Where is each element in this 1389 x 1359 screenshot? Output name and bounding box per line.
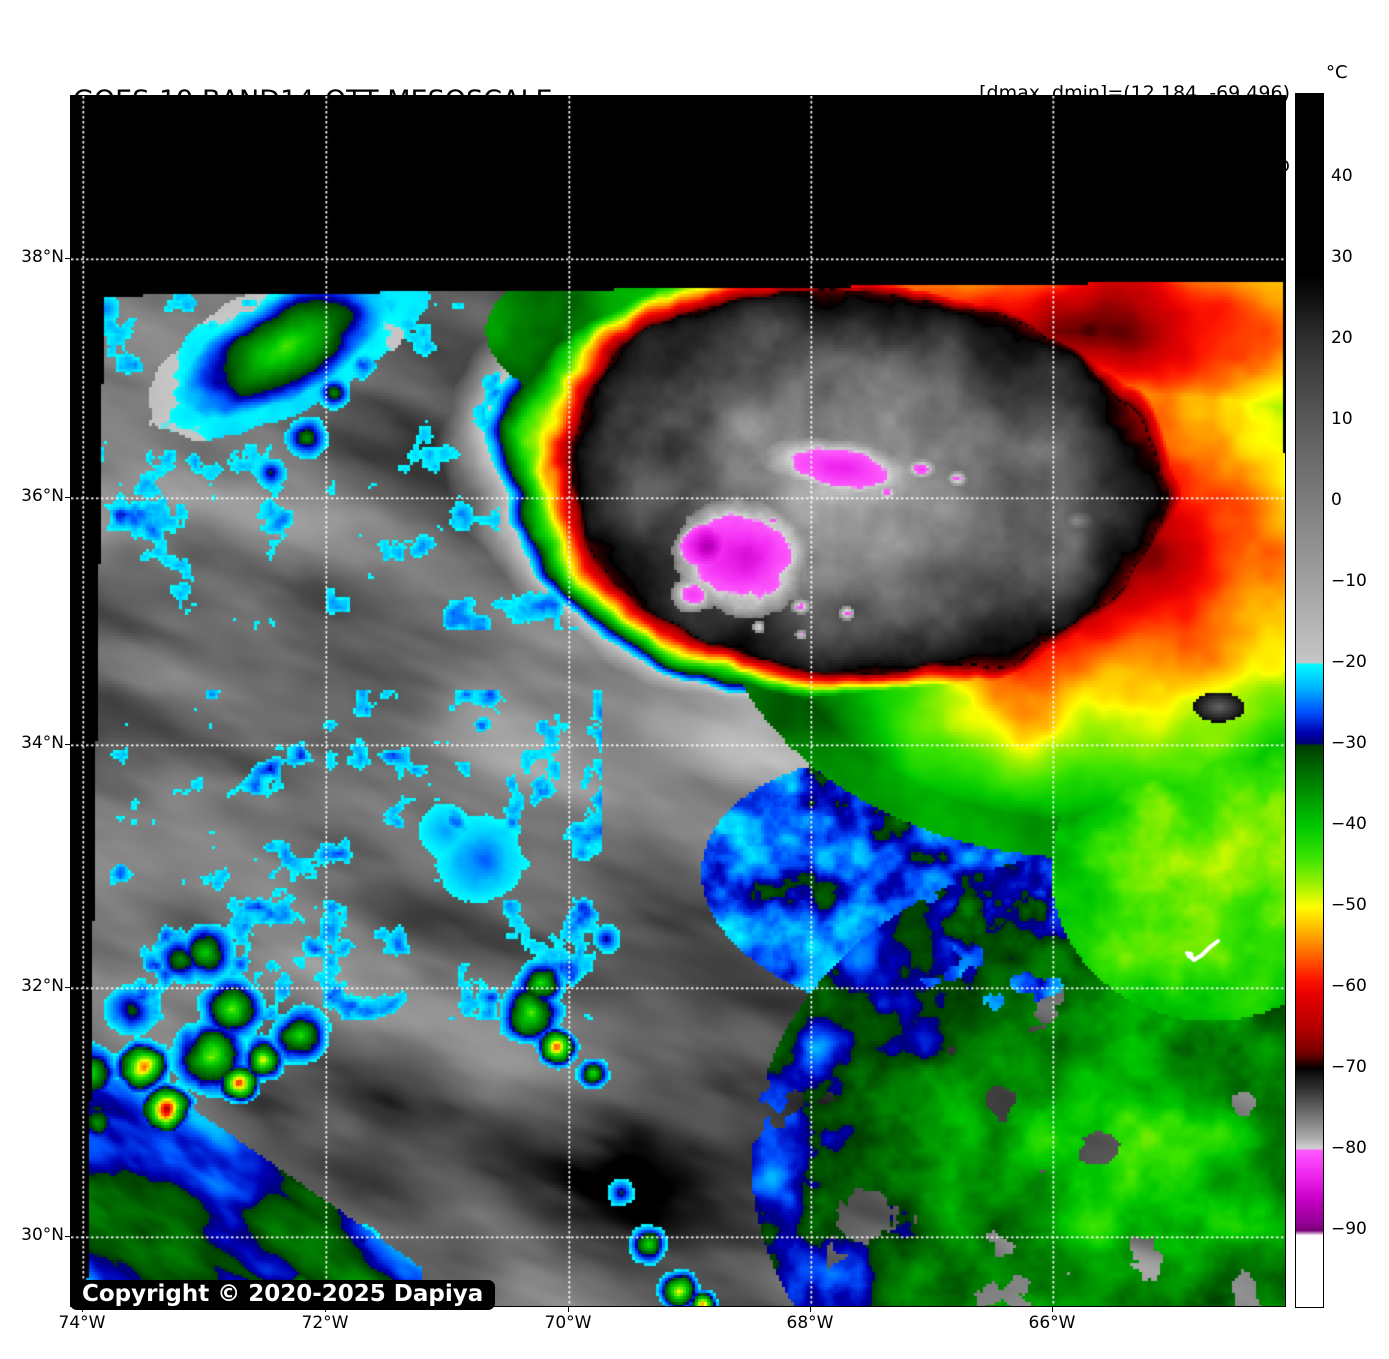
colorbar-tick-label: 20 [1331,328,1353,348]
colorbar-unit-label: °C [1326,62,1348,83]
lon-tick-mark [568,1307,569,1312]
colorbar-tick-label: 40 [1331,166,1353,186]
colorbar-tick-label: −30 [1331,733,1367,753]
colorbar-frame [1295,93,1324,1308]
lon-tick-label: 70°W [544,1313,592,1333]
lat-tick-mark [65,1236,70,1237]
lat-tick-label: 32°N [21,976,64,996]
lat-tick-label: 34°N [21,733,64,753]
colorbar-tick-label: −80 [1331,1138,1367,1158]
lon-tick-label: 72°W [301,1313,349,1333]
lat-tick-mark [65,258,70,259]
lon-tick-mark [1052,1307,1053,1312]
lat-tick-mark [65,744,70,745]
colorbar-tick-label: 0 [1331,490,1342,510]
lat-tick-mark [65,987,70,988]
lon-tick-label: 66°W [1028,1313,1076,1333]
colorbar-tick-label: −40 [1331,814,1367,834]
colorbar-tick-label: −90 [1331,1219,1367,1239]
colorbar-tick-label: −70 [1331,1057,1367,1077]
lat-tick-label: 30°N [21,1225,64,1245]
lat-tick-mark [65,497,70,498]
colorbar-tick-label: −50 [1331,895,1367,915]
colorbar-tick-label: −60 [1331,976,1367,996]
colorbar-canvas [1296,94,1323,1307]
satellite-map-canvas [71,96,1285,1306]
lon-tick-mark [810,1307,811,1312]
lat-tick-label: 36°N [21,486,64,506]
copyright-badge: Copyright © 2020-2025 Dapiya [70,1280,496,1310]
lon-tick-label: 68°W [786,1313,834,1333]
colorbar-tick-label: −20 [1331,652,1367,672]
colorbar-tick-label: 10 [1331,409,1353,429]
colorbar-tick-label: −10 [1331,571,1367,591]
colorbar-tick-label: 30 [1331,247,1353,267]
lat-tick-label: 38°N [21,247,64,267]
lon-tick-label: 74°W [58,1313,106,1333]
satellite-map-frame [70,95,1286,1307]
